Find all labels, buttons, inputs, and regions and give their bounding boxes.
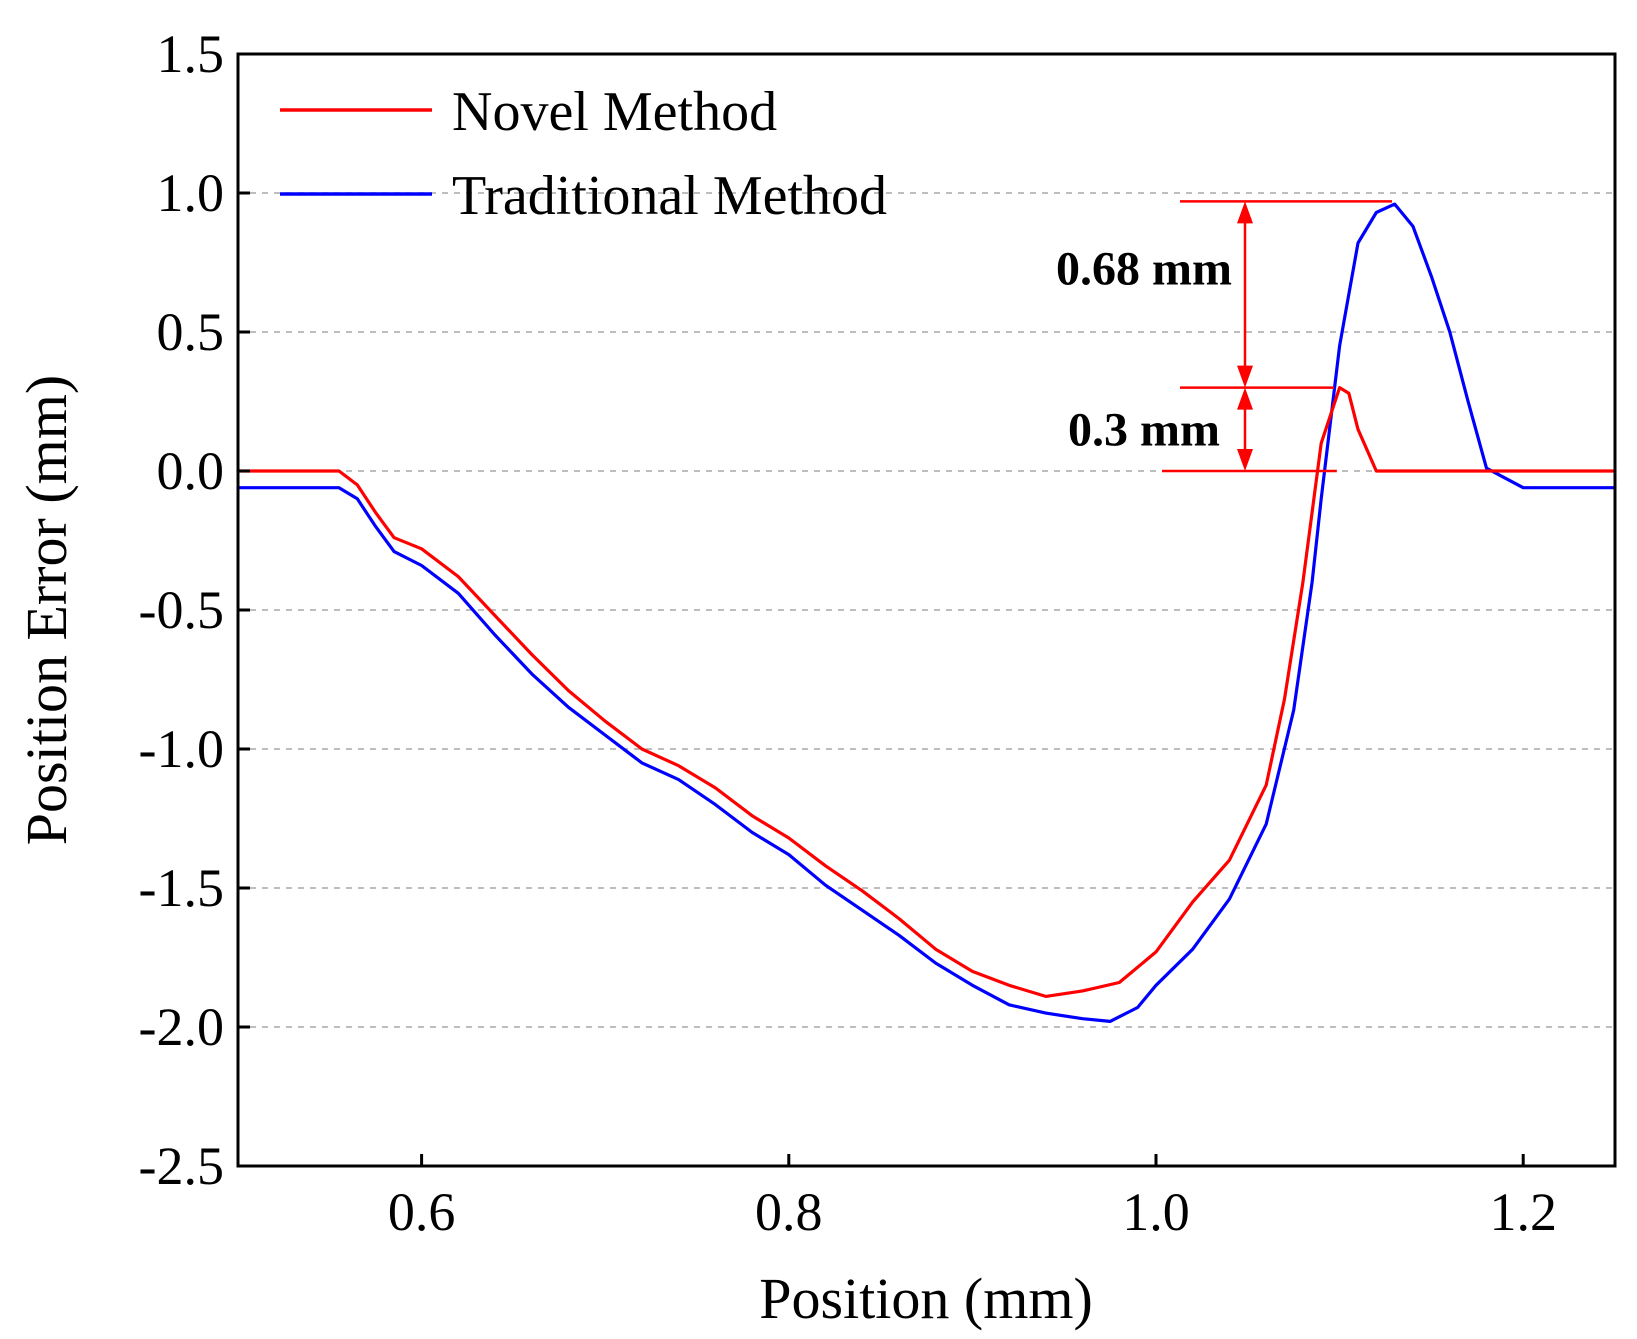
y-tick-label: 1.0 [157, 163, 225, 223]
legend: Novel Method Traditional Method [280, 81, 887, 227]
x-tick-label: 0.8 [755, 1182, 823, 1242]
y-axis-title: Position Error (mm) [14, 375, 79, 845]
annotation-arrow-068-head-bottom [1237, 365, 1253, 388]
y-tick-label: -1.0 [139, 719, 224, 779]
annotation-arrow-03-head-bottom [1237, 449, 1253, 471]
x-axis-title: Position (mm) [759, 1266, 1093, 1331]
y-tick-label: -2.5 [139, 1136, 224, 1196]
y-tick-label: -0.5 [139, 580, 224, 640]
y-tick-label: 0.5 [157, 302, 225, 362]
x-tick-label: 1.0 [1122, 1182, 1190, 1242]
annotation-arrow-068-head-top [1237, 201, 1253, 224]
x-tick-label: 1.2 [1489, 1182, 1557, 1242]
legend-label-traditional-method: Traditional Method [452, 165, 887, 227]
series-line-traditional-method [236, 202, 1617, 1024]
annotation-label-03: 0.3 mm [1068, 403, 1220, 456]
annotation-layer: 0.68 mm 0.3 mm [1056, 200, 1392, 473]
x-tick-label: 0.6 [388, 1182, 456, 1242]
y-tick-label: -2.0 [139, 997, 224, 1057]
legend-label-novel-method: Novel Method [452, 81, 777, 143]
y-tick-label: -1.5 [139, 858, 224, 918]
series-layer [236, 202, 1617, 1024]
annotation-label-068: 0.68 mm [1056, 242, 1232, 295]
grid-layer [238, 192, 1615, 1028]
y-tick-label: 0.0 [157, 441, 225, 501]
series-line-novel-method [236, 386, 1617, 999]
annotation-arrow-03-head-top [1237, 387, 1253, 410]
y-tick-label: 1.5 [157, 24, 225, 84]
tick-layer: 1.5 1.0 0.5 0.0 -0.5 -1.0 -1.5 -2.0 -2.5 0.6 0.8 1.… [139, 24, 1557, 1242]
